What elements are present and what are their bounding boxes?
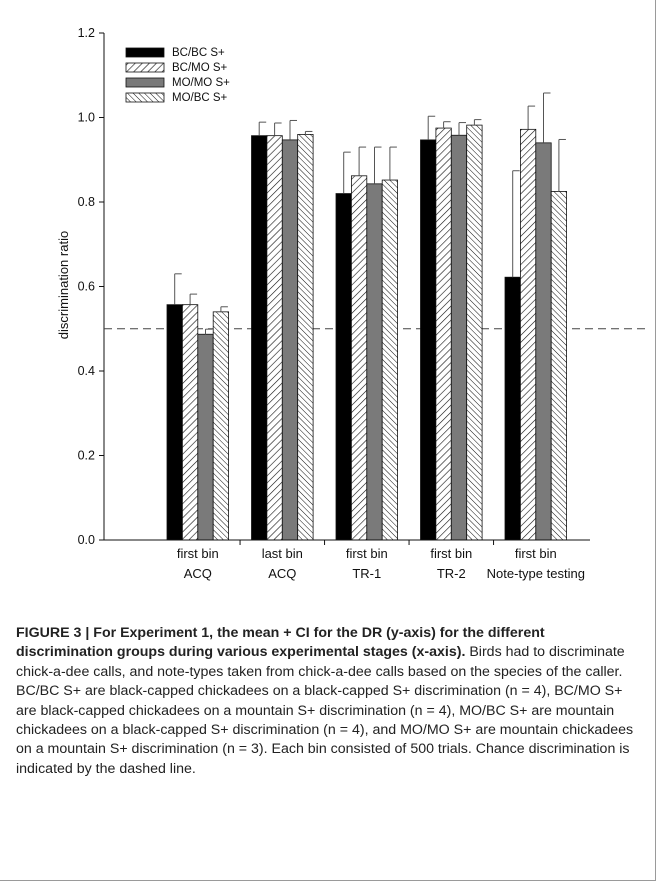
bar [535, 142, 552, 541]
bar [520, 128, 537, 541]
legend: BC/BC S+ BC/MO S+ MO/MO S+ MO/BC S+ [125, 47, 230, 104]
y-axis-label: discrimination ratio [56, 231, 71, 339]
legend-swatch [125, 92, 165, 103]
bar [335, 193, 352, 541]
bar [450, 134, 468, 541]
x-category-label: Note-type testing [487, 566, 585, 581]
bar [181, 304, 199, 541]
y-tick-label: 0.6 [78, 280, 95, 294]
legend-label: MO/MO S+ [172, 77, 230, 89]
bar [197, 333, 214, 541]
bar [550, 191, 568, 541]
x-category-label: first bin [430, 546, 472, 561]
legend-label: BC/BC S+ [172, 47, 225, 59]
bar [435, 127, 452, 541]
bar [166, 304, 183, 541]
y-tick-label: 1.2 [78, 26, 95, 40]
error-bars [174, 92, 566, 335]
bar [297, 133, 314, 541]
bar [504, 276, 521, 541]
bar [381, 179, 399, 541]
bar [212, 311, 229, 541]
y-tick-label: 0.2 [78, 449, 95, 463]
legend-label: MO/BC S+ [172, 92, 228, 104]
legend-swatch [125, 47, 165, 58]
bar-chart: 0.0 0.2 0.4 0.6 0.8 1.0 1.2 first bin ACQ last b… [56, 26, 646, 581]
bar [251, 135, 268, 541]
y-tick-label: 0.0 [78, 533, 95, 547]
y-tick-label: 0.4 [78, 364, 95, 378]
x-category-label: ACQ [184, 566, 212, 581]
x-category-label: TR-1 [352, 566, 381, 581]
bar [281, 139, 299, 541]
figure-caption: FIGURE 3 | For Experiment 1, the mean + … [16, 624, 644, 779]
bar [350, 175, 368, 541]
caption-heading-text: FIGURE 3 | For Experiment 1, the mean + … [16, 625, 545, 661]
bar [266, 135, 283, 541]
y-axis: 0.0 0.2 0.4 0.6 0.8 1.0 1.2 [78, 26, 105, 547]
y-tick-label: 0.8 [78, 195, 95, 209]
legend-swatch [125, 77, 165, 88]
caption-heading: FIGURE 3 | For Experiment 1, the mean + … [16, 625, 545, 660]
legend-swatch [125, 62, 165, 73]
x-category-label: first bin [177, 546, 219, 561]
x-category-label: first bin [346, 546, 388, 561]
bar [366, 183, 383, 541]
bar [420, 139, 437, 541]
bars [166, 124, 568, 541]
x-category-label: first bin [515, 546, 557, 561]
y-tick-label: 1.0 [78, 111, 95, 125]
x-axis: first bin ACQ last bin ACQ first bin TR-1 firs… [104, 539, 590, 581]
caption-body-text: Birds had to discriminate chick-a-dee ca… [16, 644, 634, 777]
x-category-label: TR-2 [437, 566, 466, 581]
x-category-label: last bin [262, 546, 303, 561]
x-category-label: ACQ [268, 566, 296, 581]
legend-label: BC/MO S+ [172, 62, 228, 74]
bar [466, 124, 483, 541]
